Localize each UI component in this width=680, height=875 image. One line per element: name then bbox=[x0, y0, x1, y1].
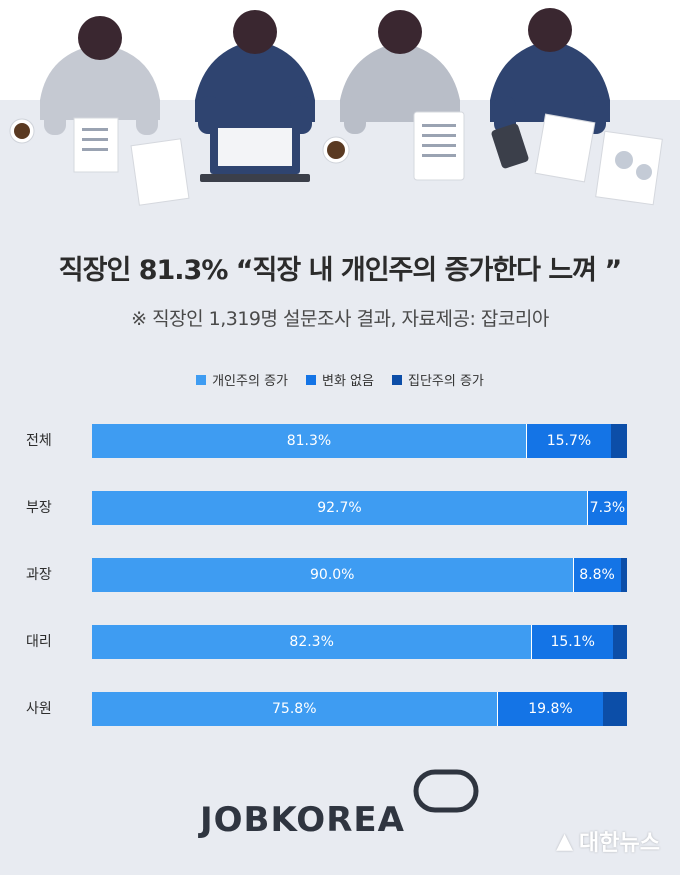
legend-label: 변화 없음 bbox=[322, 374, 374, 389]
bar-segment: 90.0% bbox=[92, 558, 574, 592]
watermark-text: 대한뉴스 bbox=[579, 831, 660, 856]
stacked-bar: 81.3% 15.7% bbox=[92, 424, 627, 458]
data-label: 90.0% bbox=[310, 567, 355, 583]
bar-segment: 82.3% bbox=[92, 625, 533, 659]
legend-swatch bbox=[306, 374, 316, 385]
bar-row: 과장 90.0% 8.8% bbox=[0, 558, 680, 592]
watermark-logo-icon: ▲ bbox=[556, 828, 574, 854]
stacked-bar: 92.7% 7.3% bbox=[92, 491, 627, 525]
bar-row: 사원 75.8% 19.8% bbox=[0, 692, 680, 726]
data-label: 7.3% bbox=[589, 500, 626, 516]
legend-item-individualism: 개인주의 증가 bbox=[196, 370, 288, 389]
legend-swatch bbox=[196, 374, 207, 385]
bar-segment bbox=[610, 424, 627, 458]
stacked-bar: 75.8% 19.8% bbox=[92, 692, 627, 726]
chart-subtitle: ※ 직장인 1,319명 설문조사 결과, 자료제공: 잡코리아 bbox=[131, 308, 549, 330]
data-label: 92.7% bbox=[317, 500, 362, 516]
bar-segment: 7.3% bbox=[587, 491, 627, 525]
stacked-bar: 90.0% 8.8% bbox=[92, 558, 627, 592]
data-label: 15.1% bbox=[550, 634, 595, 650]
chart-legend: 개인주의 증가 변화 없음 집단주의 증가 bbox=[0, 370, 680, 389]
legend-label: 집단주의 증가 bbox=[407, 374, 484, 389]
bar-segment: 75.8% bbox=[92, 692, 498, 726]
jobkorea-logo: JOBKOREA bbox=[200, 768, 490, 848]
bar-row: 대리 82.3% 15.1% bbox=[0, 625, 680, 659]
bar-segment bbox=[620, 558, 627, 592]
data-label: 8.8% bbox=[579, 567, 615, 583]
chart-title: 직장인 81.3% “직장 내 개인주의 증가한다 느껴 ” bbox=[58, 255, 622, 286]
bar-segment bbox=[603, 692, 627, 726]
stacked-bar: 82.3% 15.1% bbox=[92, 625, 627, 659]
watermark: ▲ 대한뉴스 bbox=[556, 825, 660, 857]
speech-bubble-icon bbox=[413, 769, 479, 813]
bar-segment: 19.8% bbox=[497, 692, 604, 726]
legend-label: 개인주의 증가 bbox=[212, 374, 288, 389]
legend-item-no-change: 변화 없음 bbox=[306, 370, 374, 389]
legend-swatch bbox=[391, 374, 402, 385]
data-label: 15.7% bbox=[546, 433, 592, 449]
category-label: 전체 bbox=[26, 433, 52, 449]
legend-item-collectivism: 집단주의 증가 bbox=[391, 370, 484, 389]
data-label: 75.8% bbox=[272, 701, 317, 717]
data-label: 19.8% bbox=[528, 701, 573, 717]
category-label: 대리 bbox=[26, 634, 52, 650]
bar-segment: 92.7% bbox=[92, 491, 588, 525]
category-label: 사원 bbox=[26, 701, 52, 717]
bar-segment: 8.8% bbox=[573, 558, 621, 592]
bar-segment bbox=[613, 625, 627, 659]
category-label: 과장 bbox=[26, 567, 52, 583]
brand-name: JOBKOREA bbox=[200, 800, 405, 840]
bar-row: 전체 81.3% 15.7% bbox=[0, 424, 680, 458]
bar-row: 부장 92.7% 7.3% bbox=[0, 491, 680, 525]
bar-segment: 15.7% bbox=[526, 424, 611, 458]
data-label: 81.3% bbox=[286, 433, 332, 449]
bar-segment: 81.3% bbox=[92, 424, 527, 458]
category-label: 부장 bbox=[26, 500, 52, 516]
data-label: 82.3% bbox=[289, 634, 334, 650]
office-illustration bbox=[9, 8, 663, 206]
bar-segment: 15.1% bbox=[532, 625, 614, 659]
